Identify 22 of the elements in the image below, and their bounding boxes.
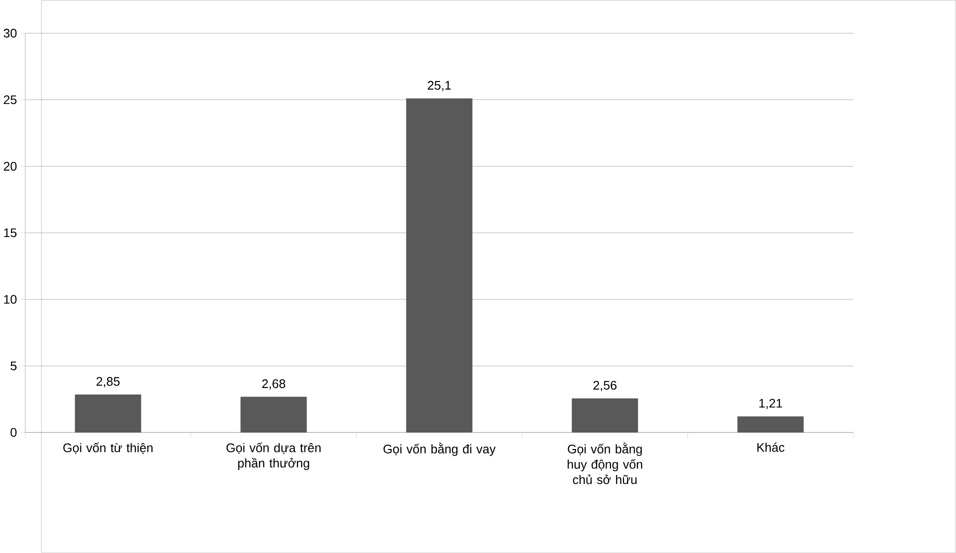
y-tick-label: 25	[4, 95, 17, 104]
x-tick-label: Khác	[757, 442, 784, 452]
y-tick-label: 15	[4, 228, 17, 238]
data-label: 25,1	[428, 81, 451, 92]
bar	[74, 394, 142, 433]
y-tick-label: 0	[10, 428, 17, 437]
x-tick-label: Gọi vốn từ thiện	[63, 442, 153, 454]
data-label: 2,85	[96, 377, 120, 388]
y-tick-label: 10	[4, 295, 17, 304]
data-label: 2,68	[262, 379, 286, 390]
x-tick-label: Gọi vốn bằng huy động vốn chủ sở hữu	[568, 442, 642, 484]
y-tick-label: 5	[10, 362, 17, 370]
data-label: 2,56	[593, 380, 616, 392]
x-tick-label: Gọi vốn dựa trên phần thưởng	[226, 442, 321, 470]
y-tick-label: 30	[4, 28, 17, 38]
bar	[572, 398, 638, 433]
data-label: 1,21	[759, 398, 782, 410]
bar	[406, 98, 472, 433]
bar	[240, 396, 307, 433]
bar	[737, 416, 804, 433]
y-tick-label: 20	[4, 162, 17, 171]
x-tick-label: Gọi vốn bằng đi vay	[384, 442, 496, 456]
